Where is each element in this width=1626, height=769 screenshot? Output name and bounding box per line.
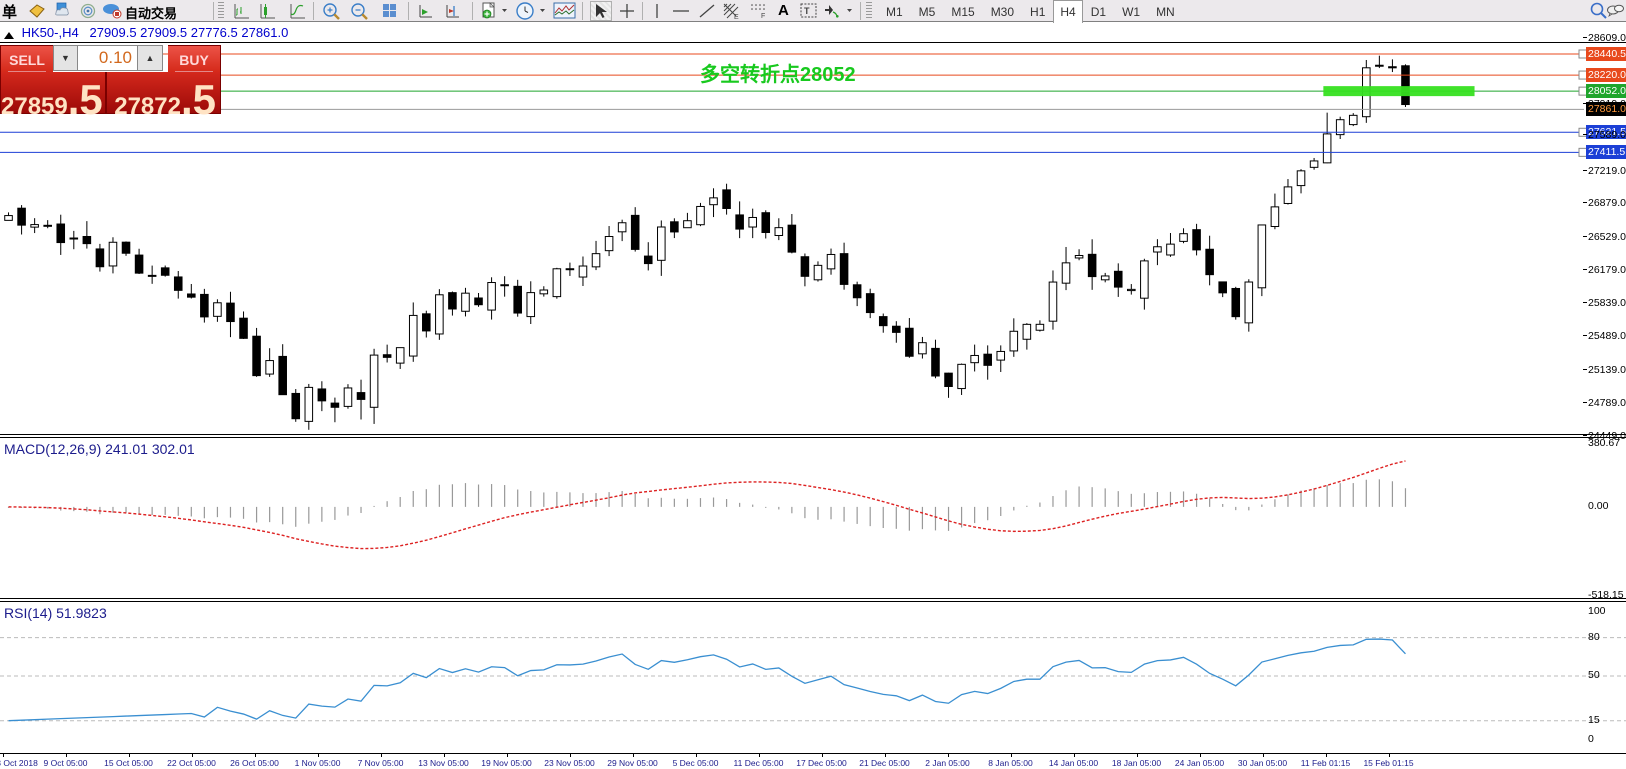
svg-text:T: T bbox=[804, 6, 810, 16]
svg-text:多空转折点28052: 多空转折点28052 bbox=[700, 62, 856, 86]
svg-text:F: F bbox=[761, 13, 765, 19]
svg-text:E: E bbox=[734, 14, 739, 20]
